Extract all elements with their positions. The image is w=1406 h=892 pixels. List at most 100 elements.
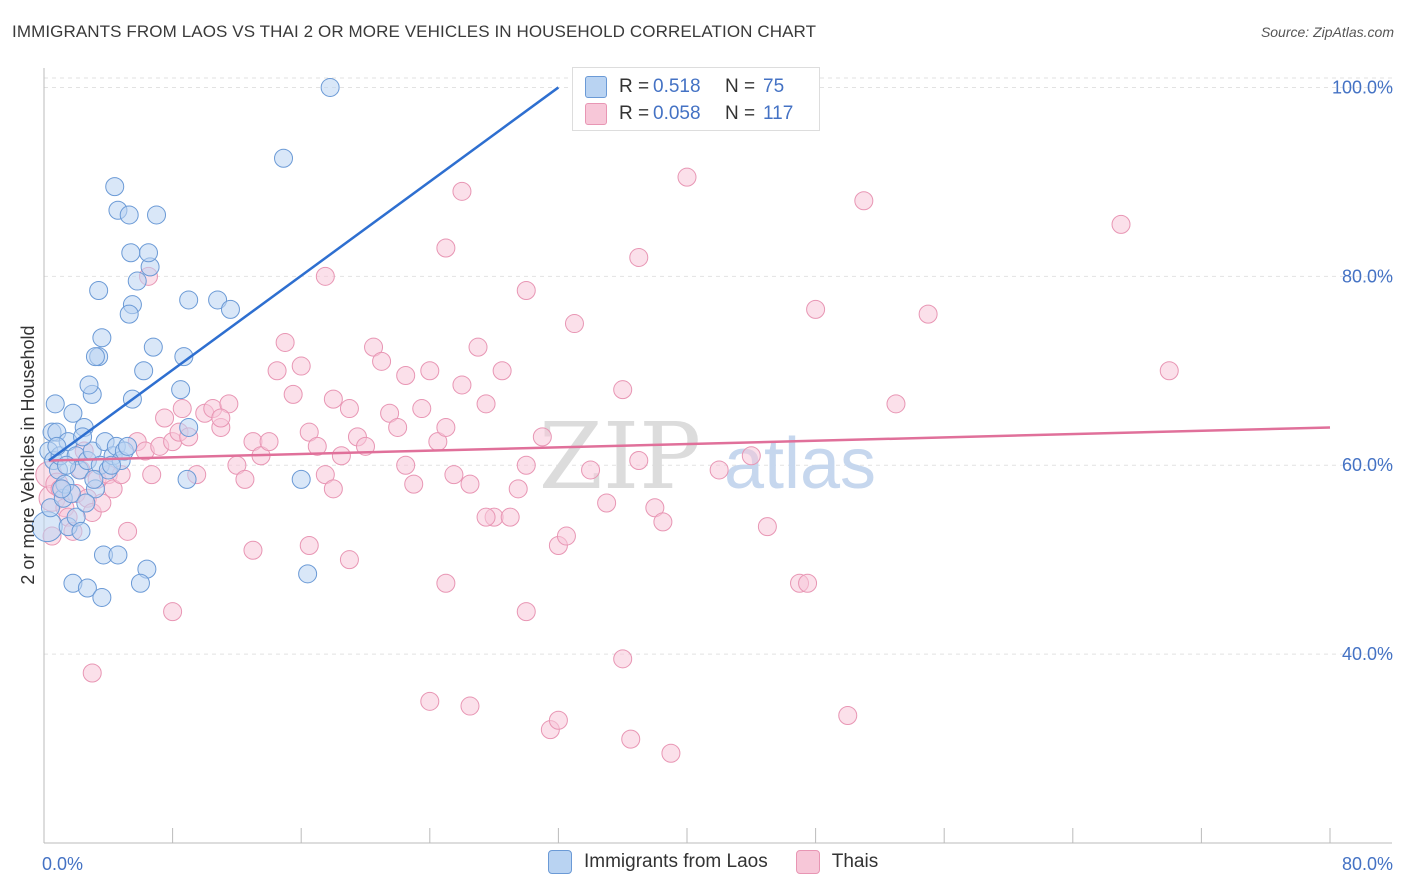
point-laos xyxy=(45,394,65,414)
point-thais xyxy=(653,512,673,532)
point-thais xyxy=(436,238,456,258)
legend-r-value-thais: 0.058 xyxy=(653,103,701,124)
legend-r-value-laos: 0.518 xyxy=(653,76,701,97)
point-thais xyxy=(1111,214,1131,234)
legend-r-label: R = xyxy=(619,103,650,124)
point-laos xyxy=(89,281,109,300)
axis-labels: 40.0% 60.0% 80.0% 100.0% 0.0% 80.0% 2 or more … xyxy=(18,77,1393,874)
point-laos xyxy=(102,455,122,475)
point-laos xyxy=(143,337,163,357)
point-thais xyxy=(516,455,536,475)
point-laos xyxy=(92,587,112,607)
legend-swatch-laos xyxy=(585,76,607,98)
point-thais xyxy=(291,356,311,376)
point-thais xyxy=(476,394,496,414)
point-thais xyxy=(757,517,777,537)
gridlines xyxy=(44,77,1392,655)
point-laos xyxy=(40,498,60,518)
point-thais xyxy=(629,451,649,470)
point-laos xyxy=(298,564,318,584)
point-laos xyxy=(127,271,147,291)
point-thais xyxy=(372,351,392,371)
trend-lines xyxy=(48,86,1331,462)
point-thais xyxy=(412,399,432,419)
point-thais xyxy=(267,361,287,381)
point-thais xyxy=(155,408,175,428)
point-thais xyxy=(299,536,319,555)
point-thais xyxy=(259,432,279,452)
point-thais xyxy=(806,299,826,319)
point-laos xyxy=(79,375,99,395)
y-tick-label: 40.0% xyxy=(1342,644,1393,664)
point-thais xyxy=(629,247,649,267)
point-thais xyxy=(452,375,472,395)
point-thais xyxy=(396,455,416,475)
source-label: Source: ZipAtlas.com xyxy=(1260,24,1394,40)
point-thais xyxy=(741,446,761,466)
point-thais xyxy=(661,743,681,763)
point-thais xyxy=(516,602,536,622)
point-laos xyxy=(119,304,139,324)
point-thais xyxy=(838,706,858,725)
trend-line-laos xyxy=(48,86,560,462)
point-thais xyxy=(396,366,416,385)
point-thais xyxy=(613,649,633,669)
point-thais xyxy=(468,337,488,357)
point-laos xyxy=(71,521,91,541)
point-thais xyxy=(315,465,335,485)
point-thais xyxy=(581,460,601,480)
point-laos xyxy=(174,347,194,367)
point-thais xyxy=(460,474,480,494)
point-laos xyxy=(84,469,104,489)
point-thais xyxy=(677,167,697,187)
point-thais xyxy=(476,507,496,527)
legend-n-label: N = xyxy=(725,76,756,97)
watermark-zip: ZIP xyxy=(539,403,701,510)
point-thais xyxy=(548,710,568,730)
point-thais xyxy=(556,526,576,546)
point-thais xyxy=(323,479,343,499)
point-thais xyxy=(299,422,319,442)
legend-r-label: R = xyxy=(619,76,650,97)
point-thais xyxy=(613,380,633,400)
point-laos xyxy=(177,469,197,489)
point-thais xyxy=(460,696,480,716)
point-thais xyxy=(436,417,456,437)
point-laos xyxy=(108,545,128,565)
series-legend: Immigrants from Laos Thais xyxy=(548,850,906,874)
point-laos xyxy=(274,148,294,168)
stats-legend: R = 0.518 N = 75 R = 0.058 N = 117 xyxy=(572,67,820,131)
y-tick-label: 100.0% xyxy=(1332,77,1393,97)
point-laos xyxy=(179,417,199,437)
point-laos xyxy=(121,243,141,263)
point-laos xyxy=(63,403,83,423)
point-thais xyxy=(508,479,528,499)
point-laos xyxy=(76,493,96,513)
point-thais xyxy=(436,573,456,593)
point-thais xyxy=(243,540,263,560)
x-tick-label-min: 0.0% xyxy=(42,854,83,874)
point-thais xyxy=(597,493,617,513)
point-thais xyxy=(452,181,472,201)
point-thais xyxy=(444,465,464,485)
legend-item-laos[interactable]: Immigrants from Laos xyxy=(548,850,768,874)
watermark: ZIP atlas xyxy=(539,403,876,510)
point-thais xyxy=(339,399,359,419)
point-laos xyxy=(85,347,105,367)
trend-line-thais xyxy=(48,426,1331,462)
legend-label-laos: Immigrants from Laos xyxy=(584,851,768,872)
point-thais xyxy=(492,361,512,381)
point-thais xyxy=(356,436,375,456)
point-thais xyxy=(420,361,440,381)
point-laos xyxy=(179,290,199,310)
y-axis-label: 2 or more Vehicles in Household xyxy=(18,325,38,584)
point-laos xyxy=(291,469,311,489)
point-laos xyxy=(320,77,340,97)
point-thais xyxy=(709,460,729,480)
legend-item-thais[interactable]: Thais xyxy=(795,850,878,874)
point-thais xyxy=(798,573,818,593)
point-laos xyxy=(171,380,191,400)
point-laos xyxy=(147,205,167,225)
point-thais xyxy=(516,281,536,300)
